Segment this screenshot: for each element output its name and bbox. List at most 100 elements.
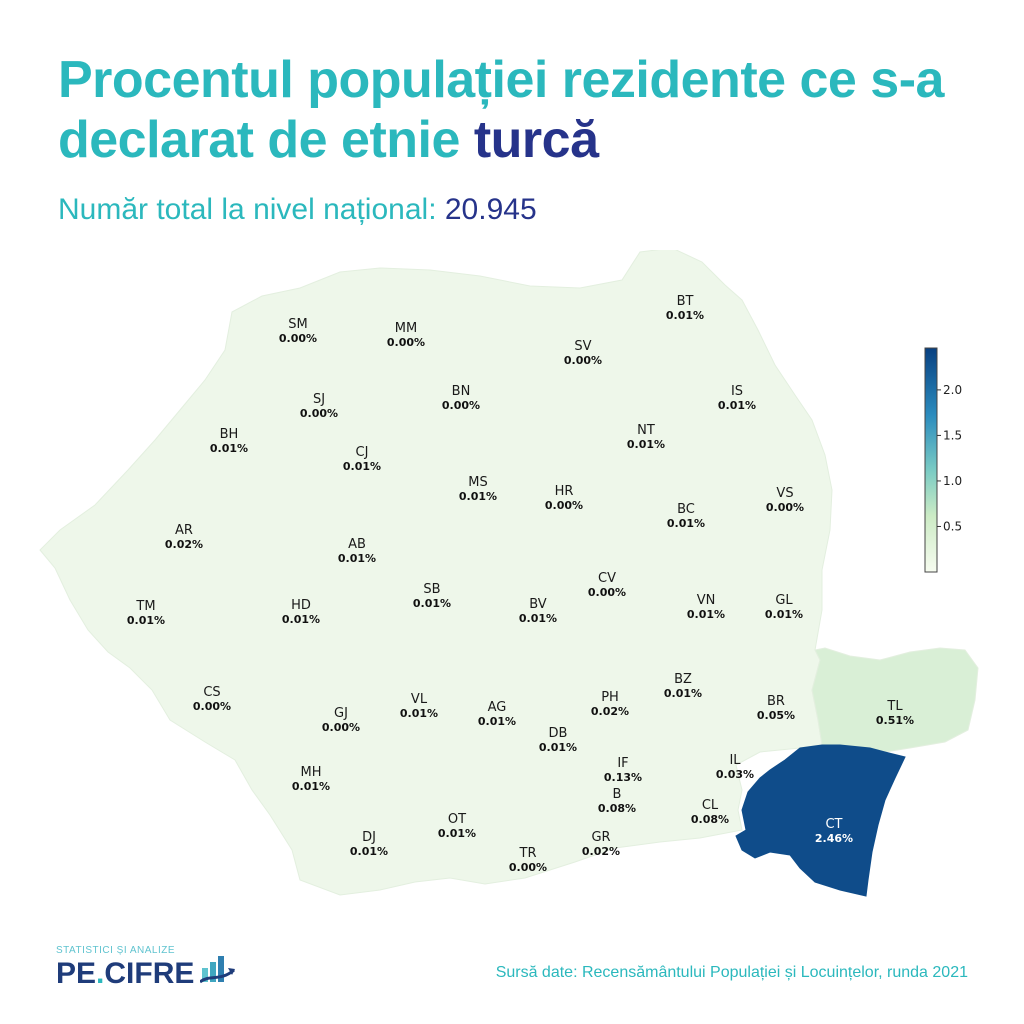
logo-name-part1: PE [56,957,97,990]
county-code-cl: CL [702,798,719,813]
county-value-ct: 2.46% [815,832,853,845]
county-code-vn: VN [697,593,716,608]
page-title: Procentul populației rezidente ce s-a de… [58,50,998,170]
county-value-cj: 0.01% [343,460,381,473]
region-ct [735,744,906,897]
romania-base-region [39,250,833,896]
subtitle-label: Număr total la nivel național: [58,193,437,226]
bar-chart-icon [200,956,235,984]
county-value-gj: 0.00% [322,721,360,734]
county-code-cj: CJ [356,445,369,460]
county-code-if: IF [617,756,628,771]
county-value-ar: 0.02% [165,538,203,551]
county-code-ab: AB [348,537,366,552]
county-value-vl: 0.01% [400,707,438,720]
county-code-vl: VL [411,692,428,707]
county-value-ag: 0.01% [478,715,516,728]
county-code-br: BR [767,694,785,709]
county-code-ar: AR [175,523,193,538]
county-value-bc: 0.01% [667,517,705,530]
county-value-bh: 0.01% [210,442,248,455]
county-code-mh: MH [301,765,322,780]
county-value-cl: 0.08% [691,813,729,826]
county-value-ms: 0.01% [459,490,497,503]
county-value-mm: 0.00% [387,336,425,349]
county-code-dj: DJ [362,830,376,845]
county-value-br: 0.05% [757,709,795,722]
county-code-bn: BN [452,384,471,399]
colorbar-tick-label: 1.0 [943,474,962,488]
county-value-mh: 0.01% [292,780,330,793]
colorbar: 2.0 1.5 1.0 0.5 [924,347,962,573]
county-value-ab: 0.01% [338,552,376,565]
title-main: Procentul populației rezidente ce s-a de… [58,51,944,169]
county-code-hr: HR [555,484,574,499]
county-value-vn: 0.01% [687,608,725,621]
logo-tagline: STATISTICI ȘI ANALIZE [56,945,176,956]
county-code-ms: MS [468,475,487,490]
county-value-dj: 0.01% [350,845,388,858]
county-value-b: 0.08% [598,802,636,815]
colorbar-tick-label: 0.5 [943,519,962,533]
county-value-cs: 0.00% [193,700,231,713]
colorbar-tick-label: 2.0 [943,383,962,397]
county-code-mm: MM [395,321,417,336]
source-note: Sursă date: Recensământului Populației ș… [495,964,968,981]
county-code-bt: BT [677,294,694,309]
county-value-hr: 0.00% [545,499,583,512]
county-code-tl: TL [886,699,903,714]
county-value-sm: 0.00% [279,332,317,345]
county-value-sj: 0.00% [300,407,338,420]
county-value-tm: 0.01% [127,614,165,627]
county-value-sv: 0.00% [564,354,602,367]
county-code-ot: OT [448,812,466,827]
county-code-db: DB [549,726,568,741]
county-value-is: 0.01% [718,399,756,412]
colorbar-tick-label: 1.5 [943,428,962,442]
county-value-cv: 0.00% [588,586,626,599]
subtitle: Număr total la nivel național: 20.945 [58,192,537,228]
county-code-bc: BC [677,502,695,517]
county-code-b: B [613,787,622,802]
county-value-il: 0.03% [716,768,754,781]
county-code-bh: BH [220,427,239,442]
county-code-nt: NT [637,423,655,438]
county-code-il: IL [729,753,741,768]
county-value-sb: 0.01% [413,597,451,610]
county-code-tm: TM [135,599,155,614]
colorbar-ticks: 2.0 1.5 1.0 0.5 [937,383,962,533]
logo-name-dot: . [96,957,105,990]
logo-name: PE.CIFRE [56,957,194,991]
county-value-bn: 0.00% [442,399,480,412]
county-value-nt: 0.01% [627,438,665,451]
county-value-bv: 0.01% [519,612,557,625]
title-accent: turcă [473,111,599,169]
county-code-cv: CV [598,571,616,586]
county-value-if: 0.13% [604,771,642,784]
county-value-tl: 0.51% [876,714,914,727]
romania-choropleth-map: SM0.00%MM0.00%BT0.01%SV0.00%SJ0.00%BN0.0… [39,250,979,897]
county-code-sb: SB [423,582,440,597]
colorbar-gradient [924,347,938,573]
pe-cifre-logo: STATISTICI ȘI ANALIZE PE.CIFRE [42,940,242,1010]
county-value-ot: 0.01% [438,827,476,840]
county-code-ag: AG [488,700,507,715]
county-value-tr: 0.00% [509,861,547,874]
county-code-gr: GR [591,830,610,845]
county-value-gr: 0.02% [582,845,620,858]
county-code-sv: SV [574,339,591,354]
county-code-ct: CT [825,817,842,832]
county-code-vs: VS [776,486,793,501]
county-code-sj: SJ [313,392,325,407]
logo-name-part2: CIFRE [104,957,195,990]
county-code-gj: GJ [334,706,348,721]
county-code-hd: HD [291,598,311,613]
county-value-db: 0.01% [539,741,577,754]
county-value-bz: 0.01% [664,687,702,700]
county-code-bz: BZ [674,672,692,687]
county-labels: SM0.00%MM0.00%BT0.01%SV0.00%SJ0.00%BN0.0… [127,294,914,874]
county-code-sm: SM [288,317,307,332]
county-value-hd: 0.01% [282,613,320,626]
county-code-is: IS [731,384,743,399]
region-tl [811,647,979,753]
